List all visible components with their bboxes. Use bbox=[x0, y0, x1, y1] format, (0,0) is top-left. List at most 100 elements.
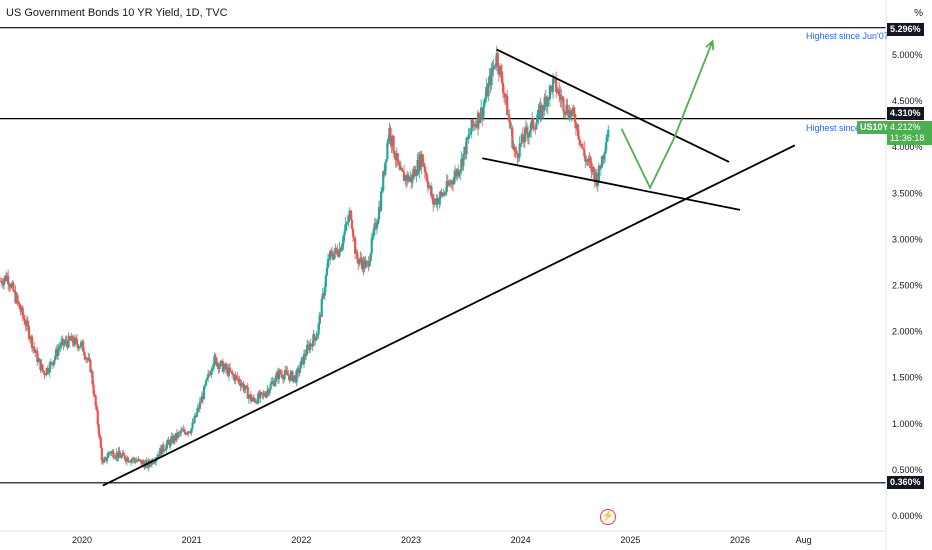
candle-body bbox=[167, 439, 170, 442]
candle-body bbox=[77, 347, 81, 349]
lightning-icon[interactable]: ⚡ bbox=[600, 509, 616, 525]
candle-body bbox=[333, 253, 336, 260]
candle-body bbox=[10, 284, 13, 288]
candle-body bbox=[228, 367, 232, 372]
candle-body bbox=[138, 458, 141, 460]
candle-body bbox=[166, 439, 169, 445]
candle-body bbox=[60, 341, 63, 347]
candle-body bbox=[246, 386, 249, 399]
chart-title: US Government Bonds 10 YR Yield, 1D, TVC bbox=[6, 7, 228, 19]
candle-body bbox=[207, 373, 210, 378]
candle-body bbox=[522, 141, 525, 143]
candle-body bbox=[41, 364, 44, 371]
x-tick-label: 2025 bbox=[620, 535, 640, 545]
candle-body bbox=[582, 147, 585, 149]
candle-body bbox=[253, 399, 257, 403]
candle-body bbox=[48, 363, 51, 373]
candle-body bbox=[566, 104, 569, 115]
candle-body bbox=[588, 158, 591, 162]
candle-body bbox=[440, 191, 443, 194]
candle-body bbox=[523, 128, 526, 142]
candle-body bbox=[564, 113, 567, 115]
projection-arrowhead bbox=[705, 39, 715, 51]
candle-body bbox=[396, 153, 399, 163]
candle-body bbox=[584, 156, 587, 162]
candle-body bbox=[551, 78, 555, 92]
candle-body bbox=[344, 223, 347, 231]
y-tick-label: 0.500% bbox=[892, 465, 923, 475]
candle-body bbox=[579, 139, 582, 145]
candle-body bbox=[321, 293, 324, 300]
candle-body bbox=[99, 437, 102, 448]
candle-body bbox=[462, 153, 465, 167]
x-axis-ticks: 2020 2021 2022 2023 2024 2025 2026 Aug bbox=[72, 535, 812, 545]
candle-body bbox=[573, 113, 576, 123]
candle-body bbox=[123, 455, 126, 460]
candle-body bbox=[459, 170, 462, 173]
candle-body bbox=[236, 376, 239, 380]
candle-body bbox=[106, 457, 109, 461]
candle-body bbox=[265, 392, 268, 397]
candle-body bbox=[317, 323, 320, 335]
candle-body bbox=[392, 135, 395, 153]
candle-body bbox=[261, 392, 264, 395]
candle-body bbox=[281, 374, 284, 378]
candle-body bbox=[215, 357, 218, 366]
candle-body bbox=[189, 432, 192, 434]
candle-body bbox=[368, 261, 371, 267]
candle-body bbox=[318, 315, 321, 324]
candle-body bbox=[63, 342, 66, 345]
candle-body bbox=[234, 375, 237, 381]
level-badge-low: 0.360% bbox=[887, 476, 924, 489]
candle-body bbox=[65, 340, 68, 344]
candle-body bbox=[372, 228, 375, 236]
candle-body bbox=[521, 134, 524, 142]
candle-body bbox=[528, 130, 532, 134]
candle-body bbox=[555, 78, 558, 92]
candle-body bbox=[67, 336, 70, 348]
candle-body bbox=[12, 282, 15, 292]
candle-body bbox=[284, 370, 287, 375]
candle-body bbox=[324, 275, 327, 288]
candle-body bbox=[306, 344, 309, 355]
candle-body bbox=[482, 107, 485, 119]
last-price: 4.212% bbox=[890, 122, 921, 132]
candle-body bbox=[43, 373, 46, 375]
percent-scale-button[interactable]: % bbox=[914, 8, 923, 19]
candle-body bbox=[382, 171, 385, 191]
candle-body bbox=[525, 127, 529, 134]
trendline-lower-wedge bbox=[482, 157, 741, 211]
symbol-badge: US10Y bbox=[857, 121, 892, 134]
candle-body bbox=[607, 129, 610, 138]
candle-body bbox=[27, 326, 31, 339]
candle-body bbox=[452, 177, 456, 184]
candle-body bbox=[423, 166, 426, 173]
candle-body bbox=[126, 457, 130, 462]
bar-countdown: 11:36:18 bbox=[890, 133, 925, 143]
candle-body bbox=[277, 370, 281, 380]
y-tick-label: 3.000% bbox=[892, 234, 923, 244]
candle-body bbox=[430, 185, 433, 196]
candle-body bbox=[7, 275, 10, 285]
candle-body bbox=[92, 384, 95, 394]
candle-body bbox=[598, 165, 602, 169]
candle-body bbox=[269, 383, 272, 390]
candle-body bbox=[572, 107, 575, 114]
candle-body bbox=[299, 361, 302, 369]
candle-body bbox=[570, 111, 573, 117]
candle-body bbox=[446, 181, 449, 186]
candle-body bbox=[2, 279, 6, 285]
candle-body bbox=[312, 334, 315, 347]
candle-body bbox=[422, 162, 425, 167]
candle-body bbox=[494, 64, 497, 67]
candle-body bbox=[450, 181, 454, 184]
candle-body bbox=[560, 97, 563, 100]
candle-body bbox=[214, 355, 217, 358]
candle-body bbox=[467, 134, 470, 139]
candle-body bbox=[518, 143, 521, 157]
projection-arrow bbox=[620, 39, 715, 190]
annotation-highest-since: Highest since bbox=[806, 123, 861, 133]
candle-body bbox=[389, 128, 392, 142]
candle-body bbox=[285, 370, 288, 372]
